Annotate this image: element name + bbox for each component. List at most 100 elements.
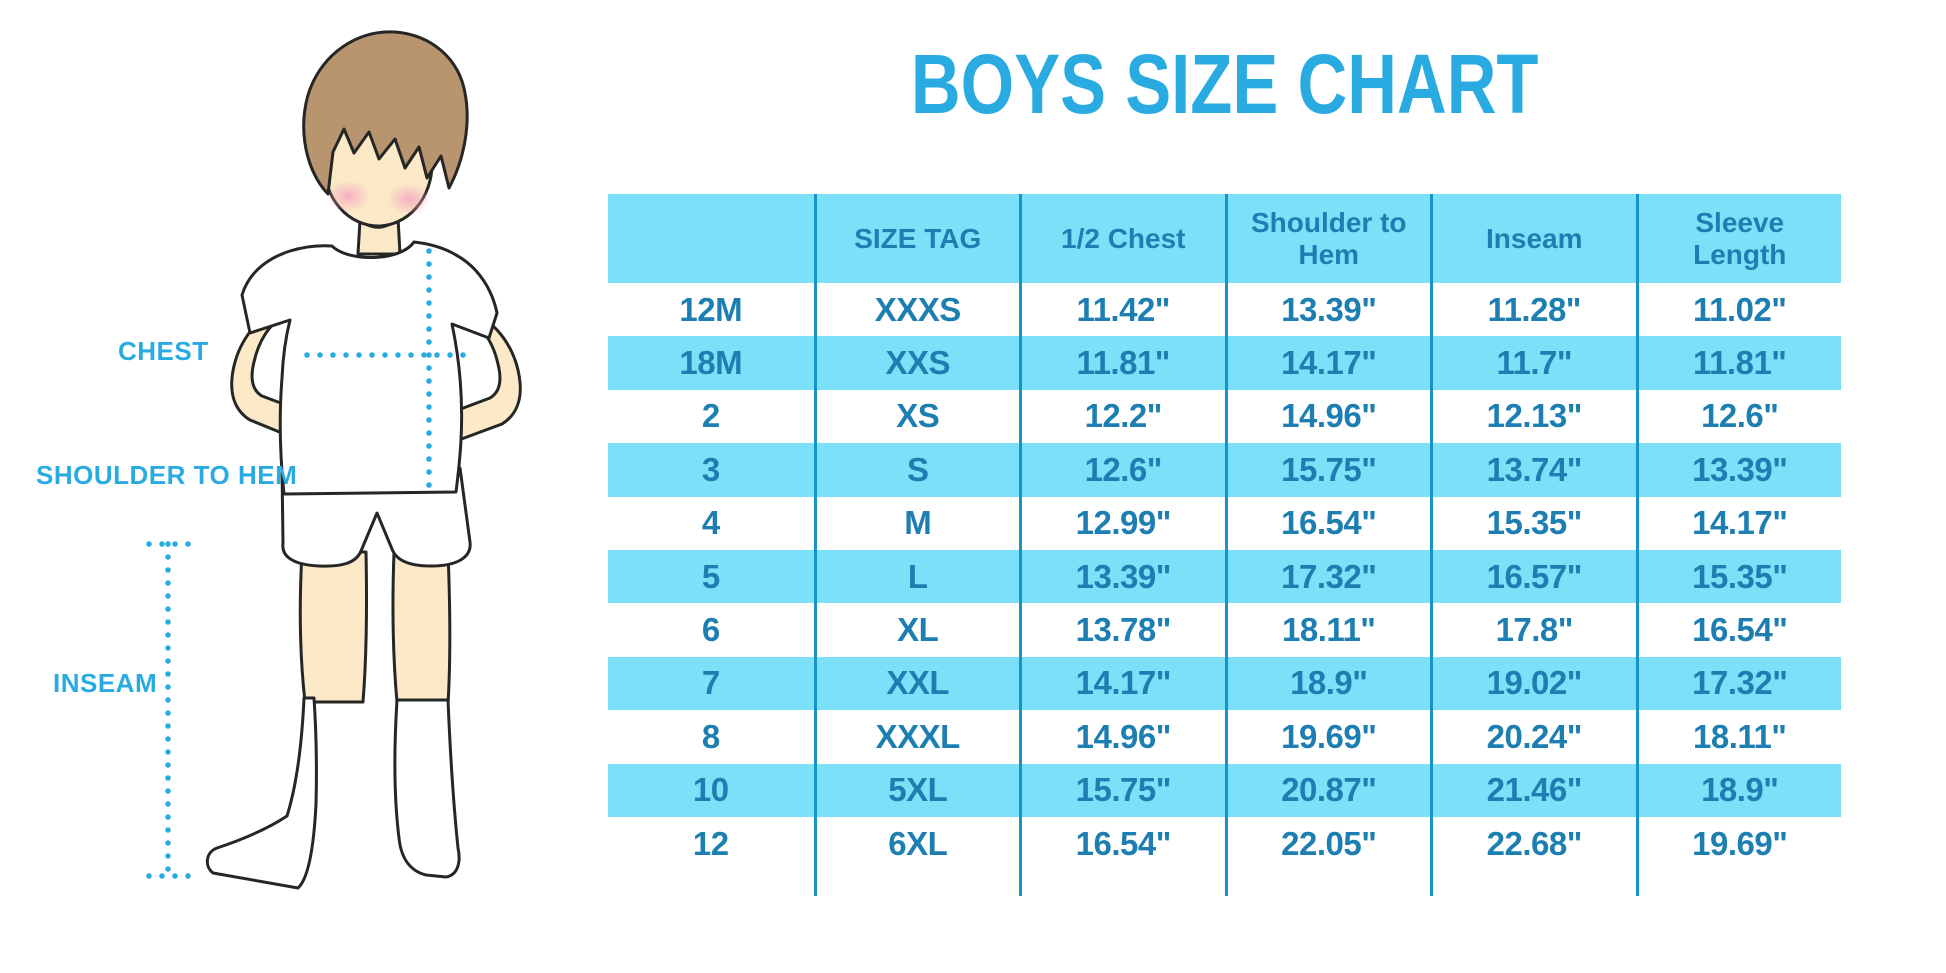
boy-right-sock (393, 698, 461, 879)
table-row: 7 XXL 14.17" 18.9" 19.02" 17.32" (608, 656, 1841, 711)
inseam-cell: 11.28" (1430, 283, 1636, 337)
size-tag-cell: 6XL (813, 816, 1020, 871)
shoulder-to-hem-cell: 15.75" (1224, 443, 1430, 497)
blank-header-cell (608, 194, 814, 283)
table-row: 18M XXS 11.81" 14.17" 11.7" 11.81" (608, 336, 1841, 390)
size-cell: 7 (608, 656, 814, 711)
size-cell: 5 (608, 549, 814, 604)
half-chest-cell: 13.78" (1019, 603, 1225, 657)
inseam-cell: 21.46" (1430, 763, 1636, 817)
sleeve-length-cell: 19.69" (1635, 816, 1842, 871)
half-chest-cell: 11.81" (1019, 336, 1225, 390)
inseam-cell: 11.7" (1430, 336, 1636, 390)
shoulder-to-hem-cell: 17.32" (1224, 549, 1430, 604)
page-title-text: BOYS SIZE CHART (910, 37, 1539, 131)
size-cell: 10 (608, 763, 814, 817)
size-tag-cell: XXS (813, 336, 1019, 390)
shoulder-to-hem-label: SHOULDER TO HEM (36, 460, 298, 490)
boy-right-cheek (387, 183, 431, 215)
half-chest-cell: 15.75" (1019, 763, 1225, 817)
table-row: 8 XXXL 14.96" 19.69" 20.24" 18.11" (608, 710, 1842, 764)
size-cell: 4 (701, 504, 720, 542)
half-chest-cell: 16.54" (1019, 816, 1225, 871)
half-chest-cell: 12.99" (1019, 496, 1225, 550)
size-cell: 3 (608, 443, 814, 497)
size-tag-cell: XL (813, 603, 1020, 657)
sleeve-length-cell: 12.6" (1635, 389, 1842, 444)
table-row: 5 L 13.39" 17.32" 16.57" 15.35" (608, 549, 1841, 604)
shoulder-to-hem-cell: 18.11" (1224, 603, 1431, 657)
table-row: 2 XS 12.2" 14.96" 12.13" 12.6" (608, 389, 1842, 444)
sleeve-length-header-cell: Sleeve Length (1635, 194, 1841, 283)
inseam-header-cell: Inseam (1430, 194, 1636, 283)
table-row: 10 5XL 15.75" 20.87" 21.46" 18.9" (608, 763, 1841, 817)
size-cell: 12M (679, 290, 743, 328)
half-chest-header-cell: 1/2 Chest (1019, 194, 1225, 283)
table-divider-extension (1635, 870, 1842, 897)
size-tag-cell: XXXL (813, 710, 1020, 764)
size-tag-cell: XS (813, 389, 1020, 444)
shoulder-to-hem-cell: 19.69" (1224, 710, 1431, 764)
size-tag-cell: S (813, 443, 1019, 497)
boy-measurement-figure (146, 30, 522, 890)
page-title: BOYS SIZE CHART (608, 36, 1841, 133)
table-divider-extension (1430, 870, 1636, 897)
table-divider-extension (813, 870, 1020, 897)
shoulder-to-hem-cell: 14.96" (1224, 389, 1431, 444)
size-cell: 2 (701, 397, 720, 435)
size-cell: 6 (701, 611, 720, 649)
size-cell: 12 (692, 824, 729, 862)
inseam-cell: 19.02" (1430, 656, 1636, 711)
size-tag-cell: XXL (813, 656, 1019, 711)
shoulder-to-hem-cell: 20.87" (1224, 763, 1430, 817)
sleeve-length-cell: 11.02" (1635, 283, 1842, 337)
inseam-cell: 17.8" (1430, 603, 1636, 657)
size-tag-cell: L (813, 549, 1019, 604)
size-tag-cell: XXXS (813, 283, 1020, 337)
sleeve-length-cell: 14.17" (1635, 496, 1842, 550)
sleeve-length-cell: 18.11" (1635, 710, 1842, 764)
shoulder-to-hem-cell: 14.17" (1224, 336, 1430, 390)
shoulder-to-hem-cell: 22.05" (1224, 816, 1431, 871)
boy-left-cheek (326, 180, 370, 212)
table-divider-extension (1019, 870, 1225, 897)
size-cell: 8 (701, 717, 720, 755)
table-divider-extension-row (608, 870, 1842, 897)
table-row: 4 M 12.99" 16.54" 15.35" 14.17" (608, 496, 1842, 550)
shoulder-to-hem-cell: 18.9" (1224, 656, 1430, 711)
inseam-cell: 22.68" (1430, 816, 1636, 871)
size-table: SIZE TAG 1/2 Chest Shoulder to Hem Insea… (608, 194, 1842, 897)
table-divider-extension (608, 870, 814, 896)
size-tag-cell: M (813, 496, 1020, 550)
table-row: 12 6XL 16.54" 22.05" 22.68" 19.69" (608, 816, 1842, 871)
boy-left-sock (205, 696, 318, 890)
sleeve-length-cell: 16.54" (1635, 603, 1842, 657)
sleeve-length-cell: 13.39" (1635, 443, 1841, 497)
shoulder-to-hem-cell: 16.54" (1224, 496, 1431, 550)
half-chest-cell: 11.42" (1019, 283, 1225, 337)
half-chest-cell: 13.39" (1019, 549, 1225, 604)
boy-left-leg (298, 550, 369, 704)
inseam-cell: 12.13" (1430, 389, 1636, 444)
size-cell: 18M (608, 336, 814, 390)
shoulder-to-hem-header-cell: Shoulder to Hem (1224, 194, 1430, 283)
sleeve-length-cell: 11.81" (1635, 336, 1841, 390)
inseam-label: INSEAM (53, 668, 158, 698)
half-chest-cell: 12.6" (1019, 443, 1225, 497)
size-tag-header-cell: SIZE TAG (813, 194, 1019, 283)
inseam-cell: 20.24" (1430, 710, 1636, 764)
half-chest-cell: 14.17" (1019, 656, 1225, 711)
shoulder-to-hem-cell: 13.39" (1224, 283, 1431, 337)
table-row: 6 XL 13.78" 18.11" 17.8" 16.54" (608, 603, 1842, 657)
boy-tshirt (240, 240, 499, 496)
sleeve-length-cell: 15.35" (1635, 549, 1841, 604)
size-tag-cell: 5XL (813, 763, 1019, 817)
half-chest-cell: 12.2" (1019, 389, 1225, 444)
table-divider-extension (1224, 870, 1431, 897)
sleeve-length-cell: 17.32" (1635, 656, 1841, 711)
table-row: 12M XXXS 11.42" 13.39" 11.28" 11.02" (608, 283, 1842, 337)
inseam-cell: 13.74" (1430, 443, 1636, 497)
half-chest-cell: 14.96" (1019, 710, 1225, 764)
inseam-cell: 16.57" (1430, 549, 1636, 604)
